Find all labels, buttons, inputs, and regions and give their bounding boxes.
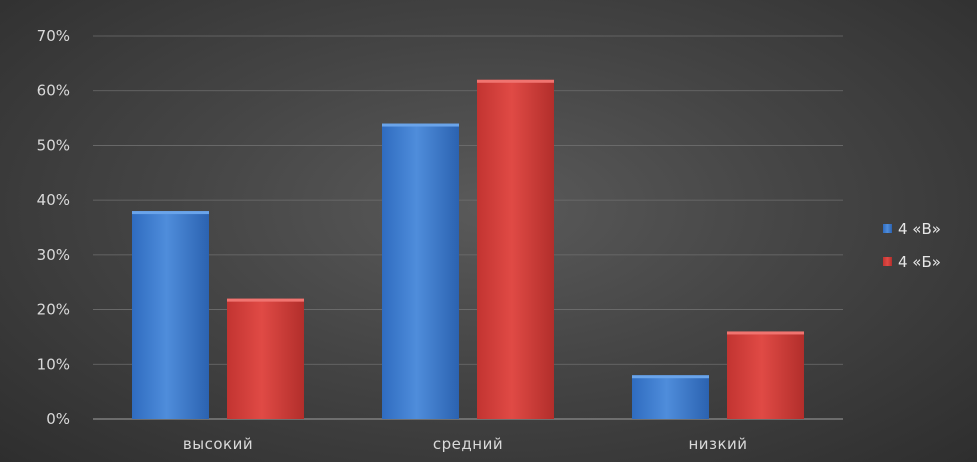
legend-label-series-1: 4 «В» — [898, 219, 941, 238]
x-category-label: высокий — [183, 435, 253, 453]
y-tick-label: 20% — [37, 301, 70, 319]
y-axis-tick-labels: 0% 10% 20% 30% 40% 50% 60% 70% — [37, 27, 70, 428]
bar-series-2-средний — [477, 79, 554, 420]
y-tick-label: 0% — [46, 410, 70, 428]
x-category-label: низкий — [688, 435, 747, 453]
bar-top-highlight — [382, 123, 459, 127]
y-tick-label: 40% — [37, 191, 70, 209]
gridlines — [93, 35, 843, 420]
legend-swatch-series-2 — [883, 257, 892, 266]
legend-item-series-1: 4 «В» — [883, 212, 975, 245]
bar-series-1-средний — [382, 123, 459, 420]
legend-swatch-series-1 — [883, 224, 892, 233]
bar-series-2-высокий — [227, 298, 304, 419]
bar-top-highlight — [632, 375, 709, 379]
legend: 4 «В» 4 «Б» — [883, 212, 975, 278]
bar-series-1-низкий — [632, 375, 709, 419]
legend-label-series-2: 4 «Б» — [898, 252, 941, 271]
y-tick-label: 10% — [37, 355, 70, 373]
bars — [132, 79, 804, 420]
bar-top-highlight — [227, 298, 304, 302]
y-tick-label: 60% — [37, 82, 70, 100]
y-tick-label: 70% — [37, 27, 70, 45]
legend-item-series-2: 4 «Б» — [883, 245, 975, 278]
bar-series-2-низкий — [727, 331, 804, 419]
bar-top-highlight — [727, 331, 804, 335]
bar-series-1-высокий — [132, 211, 209, 419]
y-tick-label: 50% — [37, 136, 70, 154]
bar-top-highlight — [132, 211, 209, 215]
y-tick-label: 30% — [37, 246, 70, 264]
x-axis-category-labels: высокий средний низкий — [183, 435, 747, 453]
x-category-label: средний — [433, 435, 503, 453]
bar-top-highlight — [477, 79, 554, 83]
